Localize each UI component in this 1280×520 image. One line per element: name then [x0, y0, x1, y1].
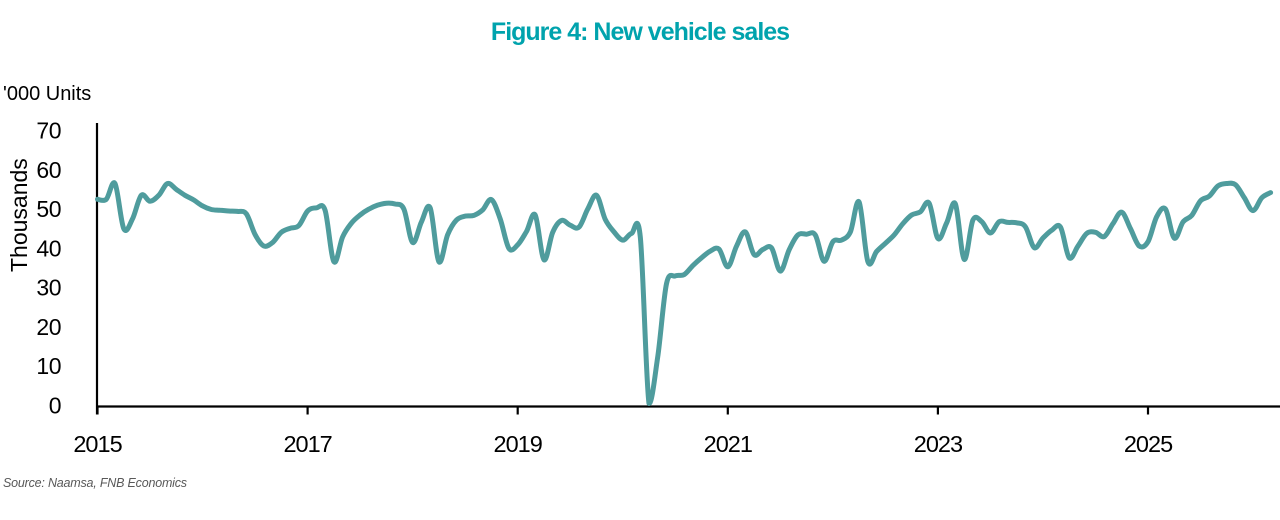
source-note: Source: Naamsa, FNB Economics	[3, 476, 187, 490]
y-tick-label: 20	[36, 314, 61, 340]
x-tick-label: 2025	[1124, 431, 1173, 457]
x-tick-label: 2017	[283, 431, 331, 457]
vehicle-sales-line	[95, 180, 1274, 407]
y-tick-label: 60	[36, 157, 61, 183]
y-tick-label: 30	[36, 275, 61, 301]
chart-title: Figure 4: New vehicle sales	[490, 18, 790, 46]
y-tick-label: 10	[36, 353, 61, 379]
x-tick-label: 2021	[704, 431, 752, 457]
y-tick-label: 50	[36, 196, 61, 222]
y-tick-label: 70	[36, 118, 61, 144]
x-tick-label: 2019	[494, 431, 542, 457]
y-axis-unit-label: '000 Units	[3, 83, 92, 105]
y-tick-label: 0	[49, 393, 61, 419]
x-tick-label: 2023	[914, 431, 963, 457]
x-tick-label: 2015	[73, 431, 122, 457]
y-tick-label: 40	[36, 235, 61, 261]
